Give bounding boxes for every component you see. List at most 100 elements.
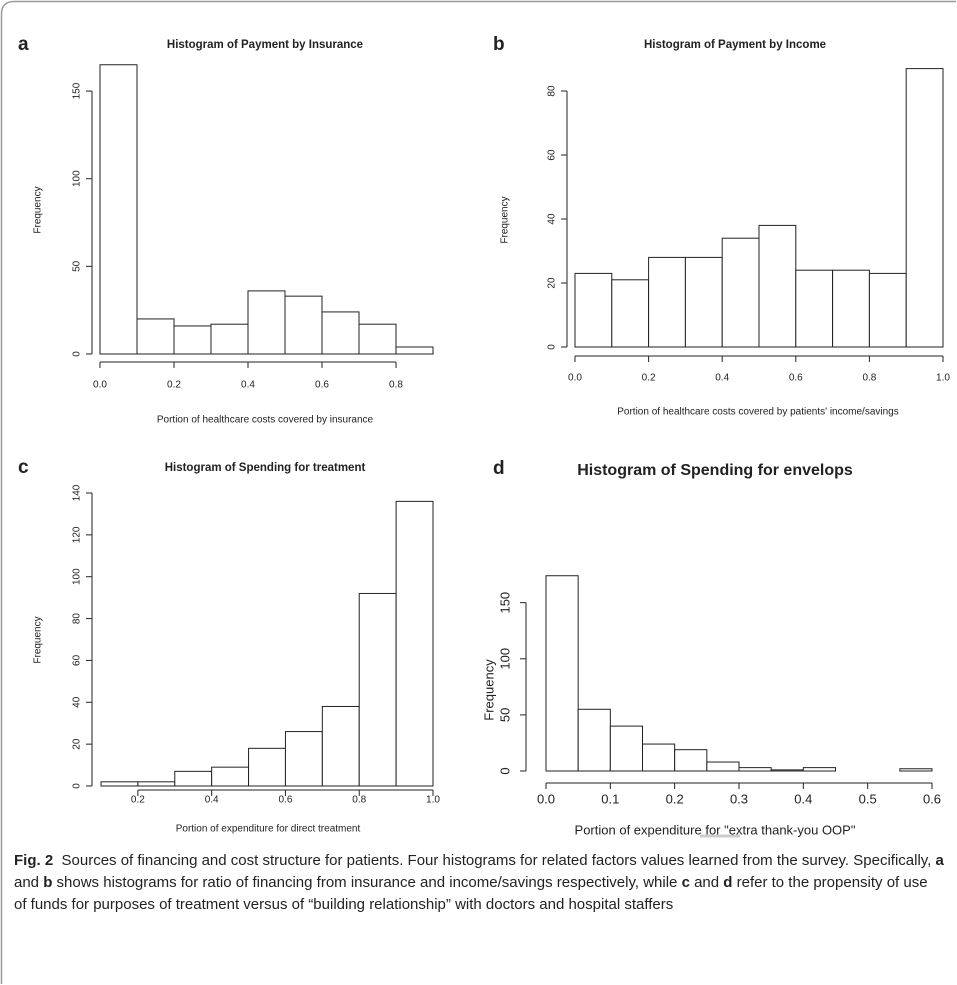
bar: [545, 575, 579, 772]
bar: [609, 725, 643, 772]
bar: [137, 781, 176, 787]
caption-bold: b: [43, 874, 53, 891]
bar: [247, 290, 286, 355]
x-tick-label: 1.0: [426, 795, 440, 806]
caption-text: Sources of financing and cost structure …: [53, 852, 936, 869]
bar: [905, 68, 944, 348]
x-axis-label: Portion of expenditure for "extra thank-…: [575, 822, 856, 837]
y-tick-label: 100: [497, 648, 512, 670]
x-tick-label: 0.0: [568, 373, 582, 384]
x-tick-label: 0.1: [601, 791, 619, 806]
bar: [173, 325, 212, 355]
x-tick-label: 0.6: [315, 380, 329, 391]
x-tick-label: 0.2: [666, 791, 684, 806]
bar: [136, 318, 175, 355]
bar: [770, 769, 804, 772]
bar: [684, 256, 723, 348]
x-tick-label: 0.0: [537, 791, 555, 806]
chart-title: Histogram of Payment by Insurance: [167, 39, 363, 51]
y-tick-label: 50: [72, 260, 83, 272]
bar: [174, 770, 213, 787]
chart-title: Histogram of Payment by Income: [644, 39, 826, 51]
caption-text: refer to the propensity of use of funds …: [14, 874, 932, 913]
x-tick-label: 0.8: [352, 795, 366, 806]
x-tick-label: 0.4: [794, 791, 812, 806]
bar: [321, 705, 360, 787]
bar: [758, 224, 797, 348]
y-tick-label: 150: [72, 82, 83, 99]
bar: [738, 767, 772, 772]
x-tick-label: 0.4: [205, 795, 219, 806]
chart-title: Histogram of Spending for treatment: [165, 462, 366, 474]
bar: [899, 768, 933, 772]
x-tick-label: 0.2: [167, 380, 181, 391]
y-axis-label: Frequency: [500, 196, 511, 243]
y-tick-label: 0: [72, 783, 83, 789]
x-axis-label: Portion of healthcare costs covered by p…: [617, 407, 899, 418]
bar: [706, 761, 740, 772]
y-tick-label: 0: [547, 344, 558, 350]
bar: [674, 749, 708, 772]
y-tick-label: 120: [72, 526, 83, 543]
y-tick-label: 140: [72, 484, 83, 501]
caption-bold: d: [723, 874, 733, 891]
caption-text: and: [14, 852, 949, 891]
y-tick-label: 50: [497, 708, 512, 722]
y-tick-label: 20: [547, 277, 558, 289]
bar: [358, 592, 397, 787]
bar: [321, 311, 360, 355]
x-tick-label: 0.3: [730, 791, 748, 806]
x-tick-label: 0.6: [789, 373, 803, 384]
caption-text: shows histograms for ratio of financing …: [52, 874, 682, 891]
x-tick-label: 0.2: [642, 373, 656, 384]
panel-label: d: [493, 458, 505, 479]
y-tick-label: 0: [72, 351, 83, 357]
bar: [648, 256, 686, 348]
bar: [642, 743, 676, 772]
bar: [832, 269, 870, 348]
y-axis-label: Frequency: [33, 186, 44, 233]
panel-label: c: [18, 457, 29, 478]
y-tick-label: 40: [72, 696, 83, 708]
caption: Fig. 2 Sources of financing and cost str…: [14, 850, 944, 916]
bar: [611, 279, 650, 348]
y-tick-label: 60: [72, 654, 83, 666]
y-tick-label: 60: [547, 149, 558, 161]
bar: [577, 708, 611, 772]
x-tick-label: 0.2: [131, 795, 145, 806]
bar: [574, 272, 613, 348]
y-axis-label: Frequency: [481, 659, 496, 721]
x-tick-label: 0.6: [278, 795, 292, 806]
y-tick-label: 100: [72, 568, 83, 585]
x-tick-label: 0.6: [923, 791, 941, 806]
chart-title: Histogram of Spending for envelops: [577, 462, 853, 479]
x-axis-label: Portion of healthcare costs covered by i…: [157, 415, 374, 426]
bar: [721, 237, 760, 348]
x-tick-label: 0.0: [93, 380, 107, 391]
bar: [211, 766, 250, 787]
x-tick-label: 0.4: [241, 380, 255, 391]
caption-bold: Fig. 2: [14, 852, 54, 869]
y-tick-label: 80: [547, 85, 558, 97]
x-tick-label: 0.5: [859, 791, 877, 806]
bar: [248, 747, 286, 787]
x-tick-label: 1.0: [936, 373, 950, 384]
panel-label: b: [493, 34, 505, 55]
bar: [358, 323, 397, 355]
bar: [795, 269, 834, 348]
caption-bold: c: [681, 874, 690, 891]
x-tick-label: 0.8: [862, 373, 876, 384]
bar: [210, 323, 249, 355]
y-tick-label: 0: [497, 767, 512, 774]
caption-text: and: [689, 874, 724, 891]
y-tick-label: 40: [547, 213, 558, 225]
x-axis-label: Portion of expenditure for direct treatm…: [176, 824, 361, 835]
y-tick-label: 150: [497, 592, 512, 614]
bar: [395, 500, 434, 787]
y-axis-label: Frequency: [33, 616, 44, 663]
bar: [395, 346, 434, 355]
caption-bold: a: [935, 852, 944, 869]
